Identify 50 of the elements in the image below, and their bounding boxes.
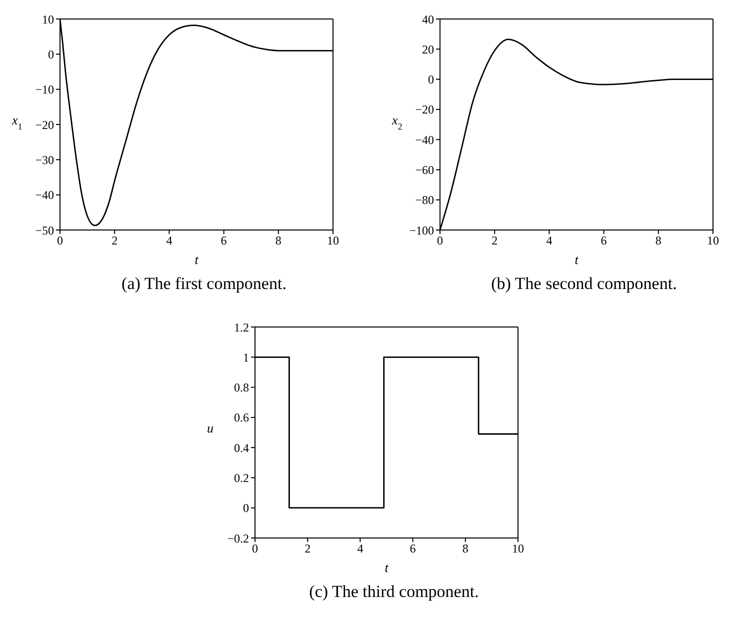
x-tick-label: 10	[327, 234, 339, 248]
x-tick-label: 2	[304, 542, 311, 556]
y-axis-title: u	[207, 420, 214, 436]
text: (b) The second component.	[490, 274, 678, 294]
y-tick-label: 0	[48, 47, 54, 62]
y-axis-title: x$_{2}$	[391, 112, 403, 132]
y-tick-label: 0.8	[234, 380, 249, 395]
y-tick-label: 1.2	[234, 320, 249, 334]
y-tick-label: −60	[415, 162, 434, 177]
x-axis-title: t	[574, 252, 579, 267]
x-tick-label: 0	[437, 234, 443, 248]
x-tick-label: 8	[655, 234, 662, 248]
y-tick-label: −20	[35, 118, 54, 132]
y-tick-label: 0	[243, 501, 249, 516]
y-tick-label: −40	[35, 188, 54, 202]
x-axis-title: t	[384, 560, 389, 575]
y-tick-label: −100	[409, 223, 434, 238]
y-tick-label: −20	[415, 102, 434, 117]
x-tick-label: 6	[220, 234, 227, 248]
x-tick-label: 2	[112, 234, 118, 248]
y-tick-label: 0	[428, 72, 434, 87]
x-tick-label: 4	[357, 542, 364, 556]
x-tick-label: 6	[600, 234, 607, 248]
y-tick-label: 20	[422, 42, 434, 56]
y-tick-label: 1	[243, 350, 249, 364]
y-tick-label: 0.4	[234, 440, 249, 455]
y-tick-label: 0.6	[234, 410, 249, 425]
y-tick-label: −80	[415, 193, 434, 208]
y-tick-label: −50	[35, 223, 54, 238]
x-tick-label: 8	[275, 234, 282, 248]
y-axis-title: x$_{1}$	[11, 112, 22, 132]
text: (c) The third component.	[308, 582, 480, 602]
y-tick-label: 10	[42, 12, 54, 26]
x-tick-label: 4	[546, 234, 552, 248]
y-tick-label: −10	[35, 82, 54, 97]
y-tick-label: 0.2	[234, 470, 249, 485]
x-axis-title: t	[194, 252, 199, 267]
x-tick-label: 2	[492, 234, 498, 248]
x-tick-label: 10	[707, 234, 719, 248]
y-tick-label: −40	[415, 132, 434, 147]
x-tick-label: 6	[410, 542, 416, 556]
y-tick-label: −30	[35, 152, 54, 167]
x-tick-label: 8	[462, 542, 468, 556]
x-tick-label: 0	[57, 234, 63, 248]
text: (a) The first component.	[120, 274, 288, 294]
x-tick-label: 10	[512, 542, 524, 556]
y-tick-label: 40	[422, 12, 434, 26]
y-tick-label: −0.2	[227, 531, 249, 546]
x-tick-label: 4	[166, 234, 172, 248]
x-tick-label: 0	[252, 542, 258, 556]
